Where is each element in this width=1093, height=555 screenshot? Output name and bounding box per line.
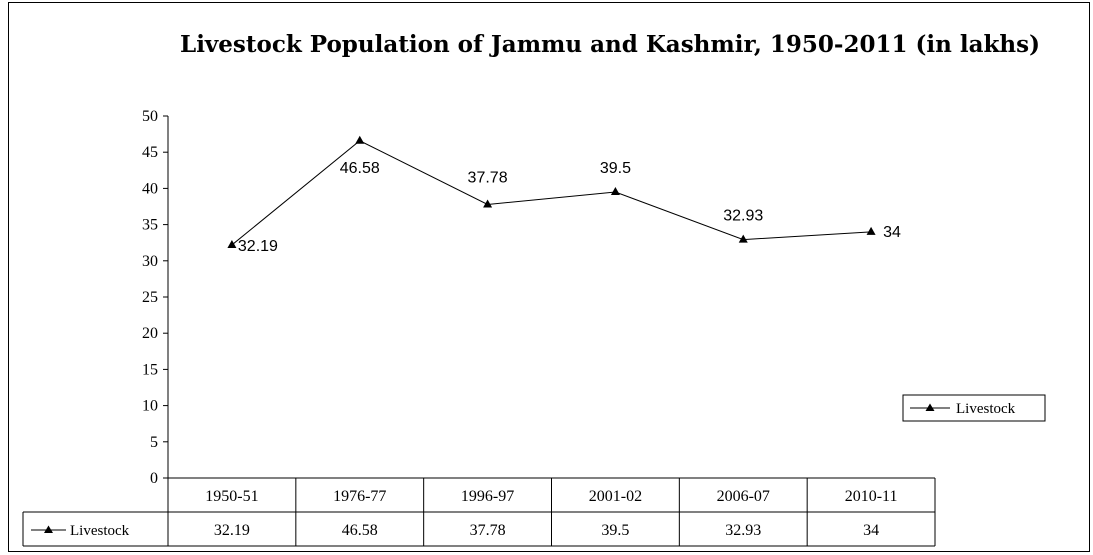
table-legend-marker-icon: [44, 525, 53, 533]
x-tick-label: 1950-51: [205, 488, 258, 505]
y-tick-label: 40: [142, 180, 158, 197]
data-point-marker: [483, 199, 493, 208]
y-tick-label: 10: [142, 398, 158, 415]
x-tick-label: 2010-11: [845, 488, 898, 505]
x-tick-label: 1976-77: [333, 488, 386, 505]
x-tick-label: 1996-97: [461, 488, 514, 505]
data-labels: 32.19 46.58 37.78 39.5 32.93 34: [238, 160, 901, 255]
legend: Livestock: [902, 394, 1046, 422]
y-tick-label: 20: [142, 325, 158, 342]
x-tick-label: 2001-02: [589, 488, 642, 505]
chart-title: Livestock Population of Jammu and Kashmi…: [180, 31, 1040, 58]
y-tick-label: 50: [142, 108, 158, 125]
data-label: 46.58: [340, 160, 380, 177]
y-tick-label: 0: [150, 470, 158, 487]
table-value-cell: 32.93: [725, 522, 761, 539]
data-label: 32.93: [723, 208, 763, 225]
data-point-marker: [738, 234, 748, 243]
series-line: [231, 140, 872, 246]
x-tick-label: 2006-07: [717, 488, 770, 505]
table-value-cell: 34: [863, 522, 879, 539]
data-label: 32.19: [238, 238, 278, 255]
data-label: 37.78: [468, 169, 508, 186]
y-tick-label: 15: [142, 361, 158, 378]
table-value-cell: 32.19: [214, 522, 250, 539]
y-tick-labels: 0 5 10 15 20 25 30 35 40 45 50: [142, 108, 158, 487]
data-point-marker: [355, 135, 365, 144]
table-row-label: Livestock: [70, 523, 130, 539]
axes: [163, 115, 169, 546]
data-point-marker: [610, 187, 620, 196]
y-tick-label: 30: [142, 253, 158, 270]
data-table: 1950-51 1976-77 1996-97 2001-02 2006-07 2010-…: [22, 477, 936, 547]
y-tick-label: 45: [142, 144, 158, 161]
data-label: 34: [883, 224, 901, 241]
y-tick-label: 25: [142, 289, 158, 306]
data-label: 39.5: [600, 160, 631, 177]
chart-frame: [8, 2, 1090, 552]
table-value-cell: 37.78: [470, 522, 506, 539]
y-tick-label: 5: [150, 434, 158, 451]
legend-label: Livestock: [956, 401, 1016, 417]
legend-marker-icon: [925, 403, 935, 411]
data-point-marker: [227, 239, 237, 248]
series-livestock: [227, 135, 876, 248]
table-value-cell: 39.5: [601, 522, 629, 539]
data-point-marker: [866, 226, 876, 235]
y-tick-label: 35: [142, 217, 158, 234]
table-value-cell: 46.58: [342, 522, 378, 539]
